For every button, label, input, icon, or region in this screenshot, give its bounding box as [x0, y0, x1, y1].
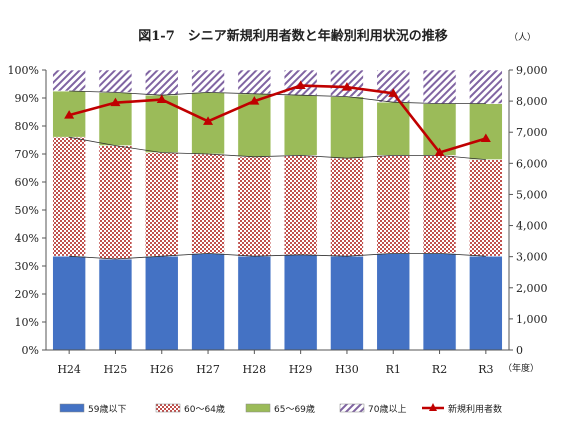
bar-segment — [98, 258, 133, 351]
y2-tick-label: 4,000 — [516, 220, 548, 233]
series-connector-line — [69, 252, 486, 260]
legend-swatch — [155, 403, 181, 413]
x-tick-label: R1 — [386, 363, 401, 376]
x-tick-label: H26 — [150, 363, 174, 376]
y2-tick-label: 8,000 — [516, 95, 548, 108]
line-point — [480, 133, 491, 142]
legend-label: 65～69歳 — [274, 403, 315, 415]
x-tick-label: H29 — [289, 363, 313, 376]
legend: 59歳以下 60～64歳 65～69歳 70歳以上 新規利用者数 — [59, 403, 502, 415]
legend-label: 新規利用者数 — [448, 403, 502, 415]
legend-label: 70歳以上 — [368, 403, 406, 415]
bar-segment — [469, 103, 503, 160]
legend-marker — [429, 403, 437, 411]
bar-segment — [469, 255, 503, 351]
bar-segment — [376, 155, 411, 254]
x-tick-label: R2 — [432, 363, 447, 376]
line-point — [156, 94, 167, 104]
line-point — [110, 97, 121, 107]
y-tick-label: 60% — [15, 176, 39, 189]
bar-segment — [144, 255, 179, 351]
bar-segment — [144, 152, 179, 257]
bar-segment — [283, 254, 318, 351]
line-point — [64, 110, 75, 119]
bar-segment — [98, 145, 133, 260]
y2-tick-label: 5,000 — [516, 188, 548, 201]
y-tick-label: 100% — [8, 64, 39, 77]
bar-segment — [469, 159, 503, 257]
bar-segment — [376, 69, 411, 103]
bar-segment — [191, 153, 225, 254]
y2-tick-label: 9,000 — [516, 64, 548, 77]
bar-segment — [376, 253, 411, 351]
bar-segment — [330, 96, 364, 159]
x-tick-label: H25 — [104, 363, 128, 376]
bar-segment — [144, 69, 179, 96]
bar-segment — [52, 255, 86, 351]
y-tick-label: 10% — [15, 316, 39, 329]
bar-segment — [191, 69, 225, 93]
bar-segment — [330, 255, 364, 351]
y2-tick-label: 0 — [516, 344, 523, 357]
y2-tick-label: 1,000 — [516, 313, 548, 326]
line-point — [295, 80, 306, 90]
bar-segment — [283, 94, 318, 156]
legend-swatch — [339, 403, 365, 413]
bar-segment — [283, 155, 318, 256]
y-tick-label: 30% — [15, 260, 39, 273]
line-series — [68, 84, 487, 154]
y-tick-label: 40% — [15, 232, 39, 245]
plot-area: 0% 10% 20% 30% 40% 50% 60% 70% 80% 90% 100% 0 1,000 2… — [8, 64, 548, 376]
y-tick-label: 70% — [15, 148, 39, 161]
y2-tick-label: 6,000 — [516, 157, 548, 170]
bar-segment — [52, 69, 86, 92]
bar-segment — [422, 103, 457, 156]
x-tick-label: H24 — [57, 363, 81, 376]
legend-swatch — [245, 403, 271, 413]
legend-label: 60～64歳 — [184, 403, 225, 415]
line-point — [388, 88, 399, 97]
bar-segment — [191, 253, 225, 351]
right-axis-unit: （人） — [509, 32, 536, 43]
line-point — [434, 147, 445, 156]
y2-tick-label: 7,000 — [516, 126, 548, 139]
legend-label: 59歳以下 — [88, 403, 126, 415]
line-point — [341, 82, 352, 91]
bar-segment — [330, 157, 364, 257]
bar-segment — [98, 69, 133, 93]
line-point — [203, 116, 214, 125]
x-tick-label: R3 — [478, 363, 493, 376]
y2-tick-label: 3,000 — [516, 251, 548, 264]
y-tick-label: 90% — [15, 92, 39, 105]
line-point — [249, 96, 260, 105]
bar-segment — [237, 69, 272, 95]
bar-segment — [237, 156, 272, 257]
series-connector-line — [69, 136, 486, 160]
bar-segment — [237, 255, 272, 351]
chart-title: 図1-7 シニア新規利用者数と年齢別利用状況の推移 — [138, 28, 448, 44]
y2-tick-label: 2,000 — [516, 282, 548, 295]
bar-segment — [376, 101, 411, 156]
bar-segment — [469, 69, 503, 104]
bar-segment — [52, 136, 86, 257]
y-tick-label: 20% — [15, 288, 39, 301]
legend-swatch — [59, 403, 85, 413]
bar-segment — [422, 253, 457, 351]
x-axis-unit: （年度） — [503, 362, 539, 374]
bar-segment — [422, 155, 457, 254]
y-tick-label: 0% — [22, 344, 39, 357]
y-tick-label: 50% — [15, 204, 39, 217]
bar-segment — [422, 69, 457, 104]
x-tick-label: H30 — [335, 363, 359, 376]
x-tick-label: H28 — [243, 363, 267, 376]
y-tick-label: 80% — [15, 120, 39, 133]
x-tick-label: H27 — [196, 363, 220, 376]
